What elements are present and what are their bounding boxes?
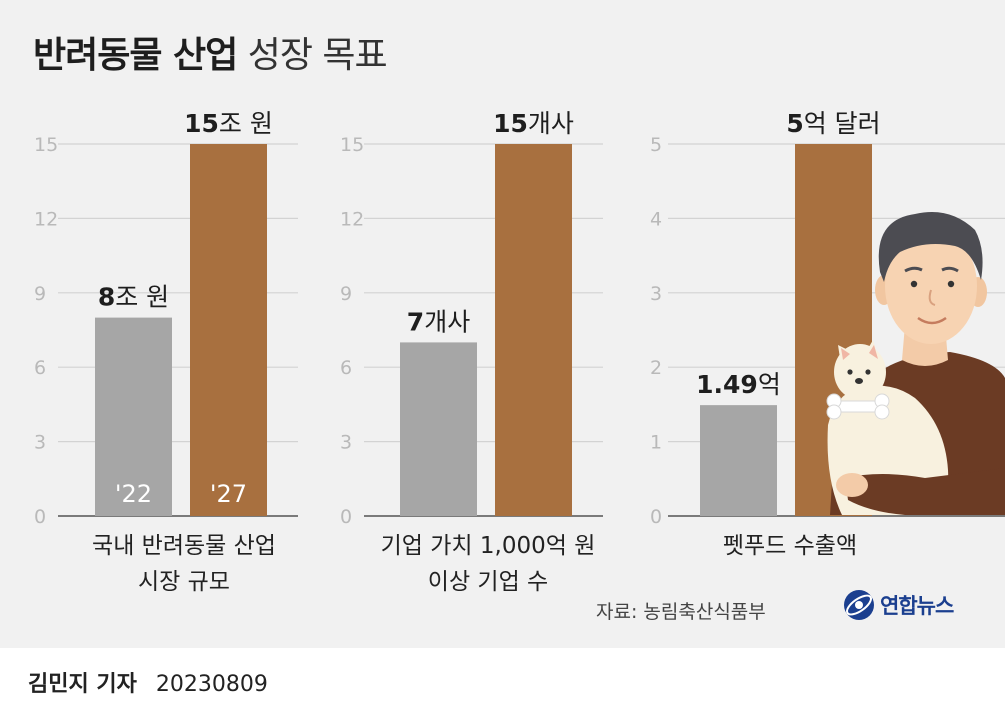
data-label: 15조 원	[184, 109, 273, 138]
title-normal: 성장 목표	[247, 35, 388, 76]
y-tick-label: 15	[34, 134, 58, 156]
data-label-unit: 개사	[424, 307, 470, 336]
page-title: 반려동물 산업 성장 목표	[33, 26, 388, 78]
title-bold: 반려동물 산업	[33, 35, 238, 76]
y-tick-label: 12	[340, 208, 364, 230]
data-label-unit: 개사	[528, 109, 574, 138]
y-tick-label: 9	[34, 283, 46, 305]
data-label-number: 8	[98, 283, 115, 312]
y-tick-label: 6	[340, 357, 352, 379]
y-tick-label: 0	[34, 506, 46, 528]
y-tick-label: 0	[650, 506, 662, 528]
logo-text: 연합뉴스	[880, 594, 954, 618]
data-label-unit: 조 원	[115, 283, 169, 312]
y-tick-label: 12	[34, 208, 58, 230]
bar	[95, 317, 172, 516]
data-label-number: 15	[184, 109, 219, 138]
y-tick-label: 2	[650, 357, 662, 379]
y-tick-label: 0	[340, 506, 352, 528]
data-label: 5억 달러	[786, 109, 880, 138]
data-label-number: 5	[786, 109, 803, 138]
data-label-number: 15	[493, 109, 528, 138]
publish-date: 20230809	[155, 672, 268, 697]
data-label-unit: 억	[758, 370, 781, 399]
y-tick-label: 9	[340, 283, 352, 305]
source-note: 자료: 농림축산식품부	[596, 601, 766, 623]
yonhap-logo-icon	[844, 590, 874, 620]
y-tick-label: 15	[340, 134, 364, 156]
data-label-unit: 억 달러	[804, 109, 881, 138]
bar	[400, 342, 477, 516]
y-tick-label: 3	[34, 432, 46, 454]
x-axis-label: 기업 가치 1,000억 원	[381, 533, 596, 559]
y-tick-label: 5	[650, 134, 662, 156]
y-tick-label: 1	[650, 432, 662, 454]
data-label-number: 1.49	[696, 370, 758, 399]
category-label: '22	[115, 480, 152, 508]
yonhap-logo: 연합뉴스	[842, 588, 954, 622]
data-label-unit: 조 원	[219, 109, 273, 138]
bar	[700, 405, 777, 516]
x-axis-label: 국내 반려동물 산업	[92, 533, 276, 559]
category-label: '27	[210, 480, 247, 508]
y-tick-label: 3	[340, 432, 352, 454]
data-label: 7개사	[407, 307, 470, 336]
x-axis-label: 시장 규모	[138, 569, 230, 595]
man-with-dog-illustration	[826, 212, 1005, 515]
x-axis-label: 펫푸드 수출액	[723, 533, 857, 559]
y-tick-label: 3	[650, 283, 662, 305]
data-label: 15개사	[493, 109, 574, 138]
data-label-number: 7	[407, 307, 424, 336]
bar	[190, 144, 267, 516]
data-label: 8조 원	[98, 283, 169, 312]
reporter-name: 김민지 기자	[28, 672, 137, 697]
x-axis-label: 이상 기업 수	[428, 569, 548, 595]
data-label: 1.49억	[696, 370, 781, 399]
byline: 김민지 기자 20230809	[28, 666, 268, 698]
y-tick-label: 6	[34, 357, 46, 379]
y-tick-label: 4	[650, 208, 662, 230]
bar	[495, 144, 572, 516]
